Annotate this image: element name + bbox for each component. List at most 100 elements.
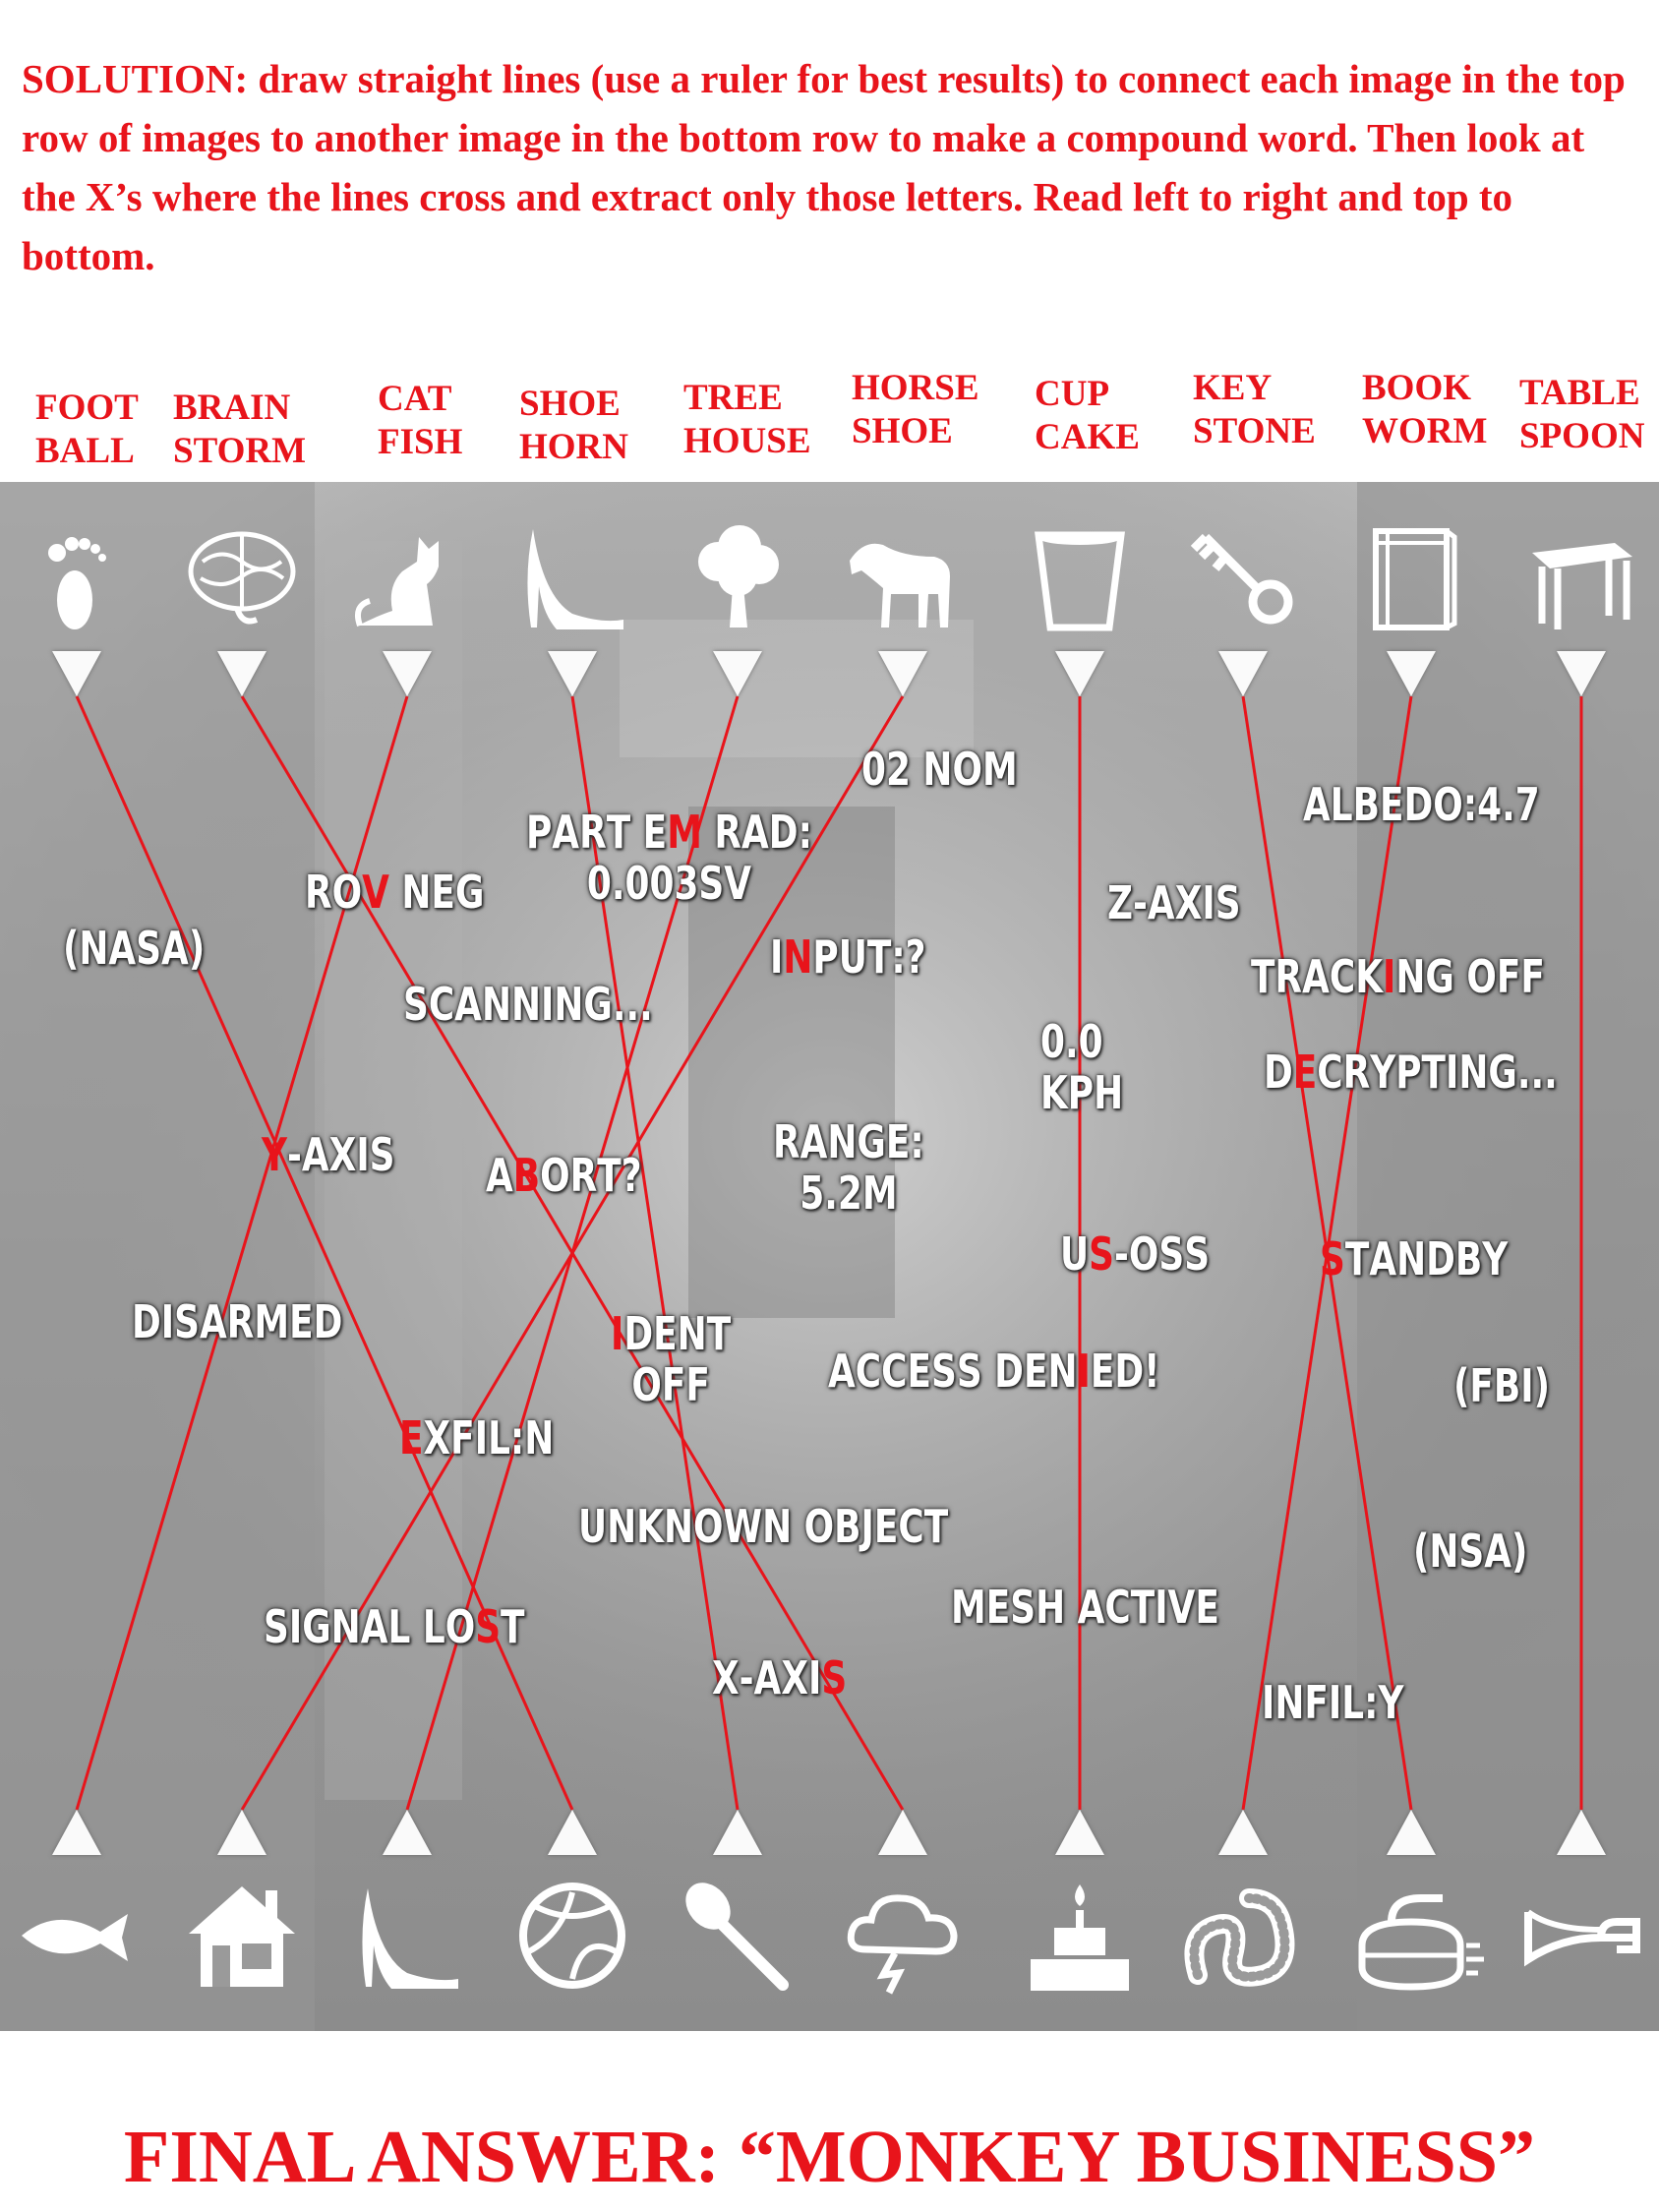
foot-icon (18, 517, 136, 635)
bottom-triangle-marker[interactable] (878, 1810, 927, 1855)
spoon-icon (679, 1877, 797, 1995)
bottom-triangle-marker[interactable] (1218, 1810, 1268, 1855)
connection-line (1241, 695, 1413, 1811)
label-char: U (578, 1500, 608, 1553)
bottom-triangle-marker[interactable] (1557, 1810, 1606, 1855)
crossing-letter: I (1077, 1345, 1091, 1398)
label-char: N (827, 1115, 858, 1168)
label-char: I (1446, 1046, 1459, 1099)
top-triangle-marker[interactable] (52, 651, 101, 696)
compound-word-cat-fish: CAT FISH (378, 378, 462, 464)
label-char: S (956, 1345, 982, 1398)
label-char: U (1060, 1227, 1090, 1281)
crossing-letter: Y (262, 1128, 287, 1181)
compound-word-part: STORM (173, 431, 307, 471)
label-char: A (301, 1128, 329, 1181)
label-char (389, 867, 401, 918)
label-char: ? (905, 930, 926, 984)
connection-line (570, 695, 740, 1811)
high-heel-shoe-icon (513, 517, 631, 635)
label-char: I (288, 1600, 303, 1653)
label-char: N (554, 978, 584, 1031)
compound-word-part: BALL (35, 431, 135, 471)
top-triangle-marker[interactable] (1218, 651, 1268, 696)
label-char: W (723, 1500, 763, 1553)
bottom-triangle-marker[interactable] (548, 1810, 597, 1855)
overlay-label-row: STANDBY (1320, 1233, 1508, 1285)
label-char: A (360, 1600, 388, 1653)
crossing-letter: E (1292, 1046, 1318, 1099)
crossing-letter: S (821, 1651, 848, 1704)
overlay-label-row: 02 NOM (861, 744, 1018, 795)
top-triangle-marker[interactable] (383, 651, 432, 696)
overlay-label-range-5-2m: RANGE: 5.2M (773, 1116, 924, 1219)
label-char: B (1454, 1232, 1483, 1285)
overlay-label-row: RANGE: (773, 1116, 924, 1167)
label-char: 0 (1040, 1015, 1065, 1068)
top-triangle-marker[interactable] (1055, 651, 1104, 696)
top-triangle-marker[interactable] (1387, 651, 1436, 696)
label-char: T (866, 930, 892, 984)
overlay-label-row: UNKNOWN OBJECT (578, 1501, 948, 1552)
label-char: E (885, 1115, 911, 1168)
label-char: . (625, 978, 640, 1031)
overlay-label-row: ROV NEG (305, 867, 484, 918)
label-char: A (108, 922, 137, 975)
label-char: E (1090, 1345, 1115, 1398)
bottom-triangle-marker[interactable] (52, 1810, 101, 1855)
label-char: 5 (800, 1166, 825, 1220)
label-char: A (1147, 876, 1175, 929)
compound-word-part: STONE (1193, 411, 1316, 451)
label-char: O (631, 1358, 662, 1411)
label-char: B (1493, 1359, 1521, 1412)
top-triangle-marker[interactable] (548, 651, 597, 696)
overlay-label-row: US-OSS (1060, 1228, 1210, 1280)
instructions-text: SOLUTION: draw straight lines (use a rul… (22, 56, 1626, 278)
bottom-triangle-marker[interactable] (1055, 1810, 1104, 1855)
compound-word-part: TREE (683, 378, 783, 418)
label-char: Z (1107, 876, 1134, 929)
label-char: X (328, 1128, 357, 1181)
label-char: L (1341, 1676, 1365, 1729)
label-char: R (569, 1149, 598, 1202)
overlay-label-abort: ABORT? (486, 1150, 642, 1201)
overlay-label-row: Z-AXIS (1107, 877, 1241, 928)
overlay-label-row: ALBEDO:4.7 (1303, 779, 1540, 830)
top-triangle-marker[interactable] (713, 651, 762, 696)
top-triangle-marker[interactable] (878, 651, 927, 696)
label-char: E (1195, 1581, 1219, 1634)
label-char: G (857, 1115, 886, 1168)
label-char: E (907, 1345, 931, 1398)
label-char: N (79, 922, 109, 975)
label-char: G (583, 978, 613, 1031)
compound-word-part: HORN (519, 427, 628, 467)
overlay-label-row: INFIL:Y (1262, 1677, 1403, 1728)
bottom-triangle-marker[interactable] (713, 1810, 762, 1855)
label-char: O (803, 1500, 835, 1553)
bottom-triangle-marker[interactable] (217, 1810, 267, 1855)
top-triangle-marker[interactable] (1557, 651, 1606, 696)
crossing-letter: E (399, 1411, 424, 1465)
label-char: : (910, 1115, 924, 1168)
top-triangle-marker[interactable] (217, 651, 267, 696)
book-icon (1352, 517, 1470, 635)
label-char: S (930, 1345, 957, 1398)
label-char: I (807, 1651, 822, 1704)
label-char: C (1329, 950, 1356, 1003)
label-char: X (1174, 876, 1203, 929)
compound-word-part: CAKE (1035, 417, 1140, 457)
overlay-label-disarmed: DISARMED (132, 1296, 342, 1347)
label-char: S (136, 922, 162, 975)
label-char: X (781, 1651, 808, 1704)
label-char (1065, 1582, 1077, 1633)
label-char: C (855, 1345, 882, 1398)
horn-icon (1522, 1877, 1640, 1995)
label-char: A (1369, 1232, 1397, 1285)
bottom-triangle-marker[interactable] (1387, 1810, 1436, 1855)
label-char: O (331, 866, 363, 919)
bottom-triangle-marker[interactable] (383, 1810, 432, 1855)
label-char: 3 (674, 857, 699, 910)
overlay-label-row: IDENT (611, 1308, 731, 1359)
label-char: 0 (624, 857, 650, 910)
label-char: E (289, 1295, 314, 1348)
